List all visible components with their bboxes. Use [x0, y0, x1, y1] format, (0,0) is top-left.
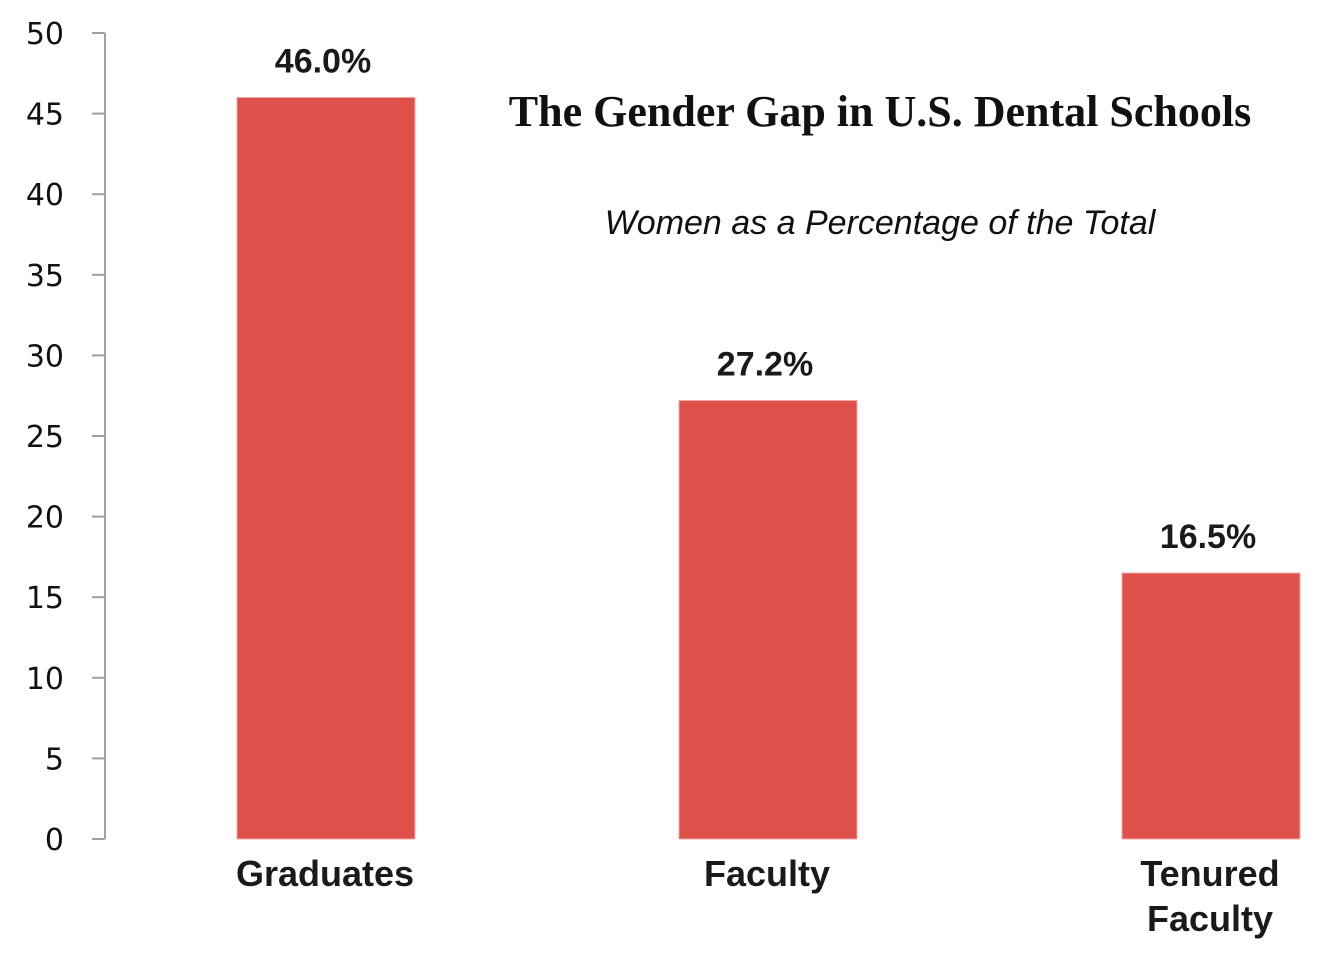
bar-faculty — [678, 400, 858, 840]
y-tick-label: 25 — [26, 420, 64, 455]
y-tick-label: 45 — [26, 98, 64, 133]
bar-tenured-faculty — [1121, 572, 1301, 840]
bars: 46.0%Graduates27.2%Faculty16.5%TenuredFa… — [236, 42, 1301, 939]
y-tick-label: 30 — [26, 339, 64, 374]
x-category-label: Graduates — [236, 853, 414, 894]
y-tick-label: 35 — [26, 259, 64, 294]
y-tick-label: 10 — [26, 662, 64, 697]
y-tick-label: 20 — [26, 501, 64, 536]
y-tick-label: 50 — [26, 17, 64, 52]
y-tick-label: 0 — [45, 823, 64, 858]
chart-subtitle: Women as a Percentage of the Total — [605, 204, 1157, 242]
bar-graduates — [236, 96, 416, 840]
y-tick-label: 15 — [26, 581, 64, 616]
data-label: 16.5% — [1160, 518, 1256, 556]
y-tick-label: 40 — [26, 178, 64, 213]
x-category-label: Faculty — [1147, 898, 1273, 939]
data-label: 46.0% — [275, 42, 371, 80]
chart-title: The Gender Gap in U.S. Dental Schools — [509, 87, 1251, 136]
y-tick-label: 5 — [45, 742, 64, 777]
data-label: 27.2% — [717, 346, 813, 384]
x-category-label: Tenured — [1140, 853, 1279, 894]
x-category-label: Faculty — [704, 853, 830, 894]
y-axis: 0 5 10 15 20 25 30 35 40 45 50 — [26, 17, 106, 858]
